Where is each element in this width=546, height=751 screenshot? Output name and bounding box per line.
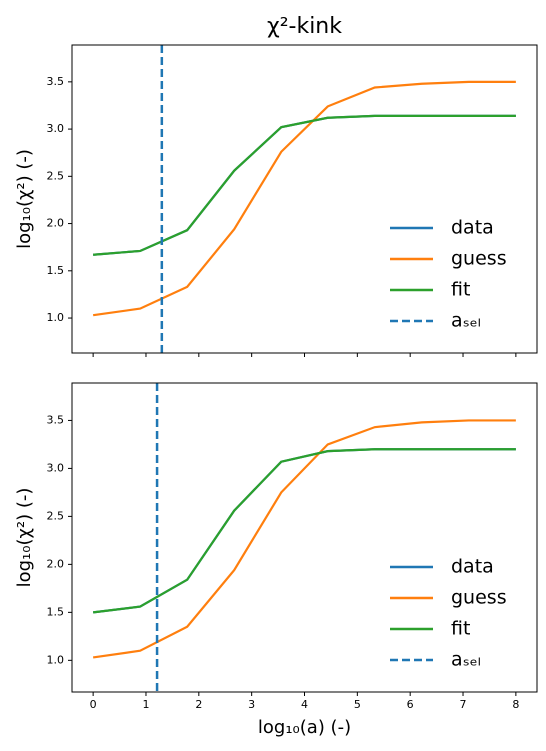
legend-label: guess	[451, 248, 507, 270]
legend-label: aₛₑₗ	[451, 649, 481, 671]
chart-title: χ²-kink	[267, 14, 342, 39]
x-tick-label: 8	[512, 698, 519, 711]
legend-label: fit	[451, 618, 470, 640]
legend-label: aₛₑₗ	[451, 310, 481, 332]
legend-label: guess	[451, 587, 507, 609]
series-line	[92, 80, 516, 317]
y-tick-label: 2.5	[47, 509, 65, 522]
axes-frame	[71, 382, 538, 693]
y-tick-label: 1.0	[47, 311, 65, 324]
x-tick-label: 3	[248, 698, 255, 711]
x-tick-label: 2	[195, 698, 202, 711]
y-tick-label: 2.0	[47, 557, 65, 570]
x-tick-label: 7	[460, 698, 467, 711]
legend-label: data	[451, 556, 494, 578]
y-tick-label: 3.0	[47, 122, 65, 135]
y-tick-label: 2.0	[47, 217, 65, 230]
y-tick-label: 3.5	[47, 75, 65, 88]
x-axis-label: log₁₀(a) (-)	[258, 717, 351, 738]
series-line	[93, 448, 516, 614]
y-tick-label: 1.5	[47, 264, 65, 277]
series-line	[92, 419, 516, 659]
x-tick-label: 1	[142, 698, 149, 711]
y-tick-label: 1.0	[47, 653, 65, 666]
axes-frame	[71, 44, 538, 354]
y-tick-label: 2.5	[47, 169, 65, 182]
x-tick-label: 0	[90, 698, 97, 711]
y-axis-label: log₁₀(χ²) (-)	[14, 488, 35, 588]
y-axis-label: log₁₀(χ²) (-)	[14, 149, 35, 249]
y-tick-label: 1.5	[47, 605, 65, 618]
legend-label: fit	[451, 279, 470, 301]
y-tick-label: 3.5	[47, 413, 65, 426]
x-tick-label: 5	[354, 698, 361, 711]
x-tick-label: 6	[407, 698, 414, 711]
legend-label: data	[451, 217, 494, 239]
y-tick-label: 3.0	[47, 461, 65, 474]
series-line	[93, 114, 516, 256]
x-tick-label: 4	[301, 698, 308, 711]
